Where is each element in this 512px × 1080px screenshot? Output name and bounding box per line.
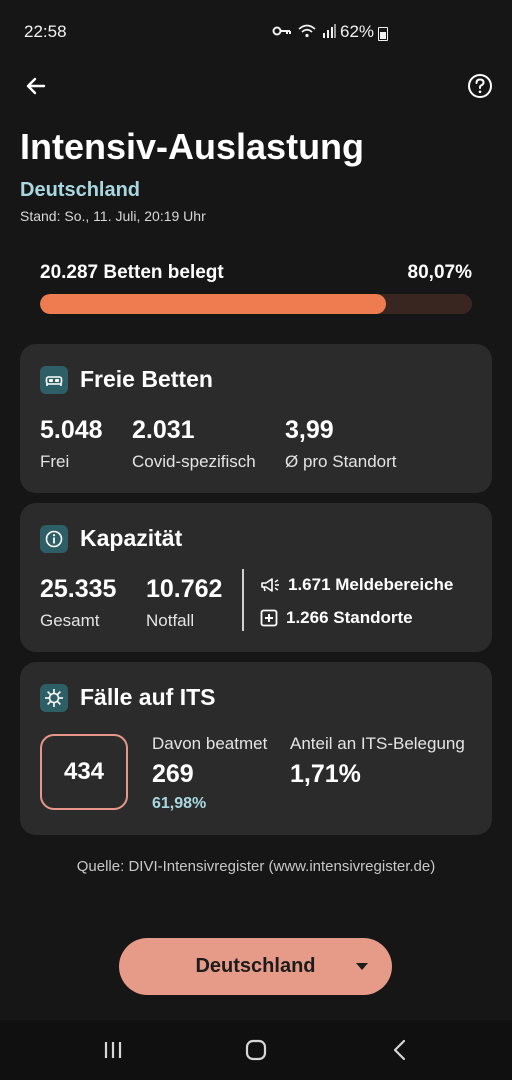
locations-row: 1.266 Standorte <box>260 608 413 628</box>
megaphone-icon <box>261 578 279 592</box>
ventilated-percent: 61,98% <box>152 795 207 812</box>
covid-specific-label: Covid-spezifisch <box>132 452 256 471</box>
capacity-card: Kapazität 25.335 Gesamt 10.762 Notfall 1… <box>20 503 492 652</box>
reporting-areas-row: 1.671 Meldebereiche <box>260 575 453 595</box>
page-title: Intensiv-Auslastung <box>20 126 365 167</box>
its-share-label: Anteil an ITS-Belegung <box>290 734 465 753</box>
reporting-areas-text: 1.671 Meldebereiche <box>288 575 454 594</box>
locations-text: 1.266 Standorte <box>286 608 413 627</box>
status-time: 22:58 <box>24 22 67 41</box>
home-icon <box>245 1039 267 1061</box>
hospital-plus-icon <box>260 609 278 627</box>
bed-icon <box>40 366 68 394</box>
total-capacity-value: 25.335 <box>40 575 117 603</box>
data-timestamp: Stand: So., 11. Juli, 20:19 Uhr <box>20 208 206 224</box>
emergency-capacity-value: 10.762 <box>146 575 223 603</box>
system-nav-bar <box>0 1020 512 1080</box>
help-circle-icon <box>468 74 492 98</box>
occupancy-bar-fill <box>40 294 386 314</box>
occupied-beds-label: 20.287 Betten belegt <box>40 262 224 283</box>
recent-apps-button[interactable] <box>93 1034 133 1066</box>
battery-icon <box>378 27 388 41</box>
occupancy-bar <box>40 294 472 314</box>
status-icons <box>272 24 336 38</box>
capacity-title: Kapazität <box>80 525 183 551</box>
occupancy-percent: 80,07% <box>407 262 472 283</box>
country-selector-label: Deutschland <box>195 955 316 977</box>
signal-icon <box>323 24 336 38</box>
data-source: Quelle: DIVI-Intensivregister (www.inten… <box>76 858 436 875</box>
total-capacity-label: Gesamt <box>40 611 100 630</box>
avg-per-site-value: 3,99 <box>285 416 334 444</box>
dropdown-caret-icon <box>356 963 368 970</box>
emergency-capacity-label: Notfall <box>146 611 195 630</box>
recent-apps-icon <box>104 1042 122 1058</box>
help-button[interactable] <box>464 70 496 102</box>
battery-percent: 62% <box>340 22 375 41</box>
region-name: Deutschland <box>20 179 141 201</box>
covid-specific-value: 2.031 <box>132 416 195 444</box>
its-cases-title: Fälle auf ITS <box>80 684 216 710</box>
back-button[interactable] <box>20 70 52 102</box>
its-cases-card: Fälle auf ITS 434 Davon beatmet 269 61,9… <box>20 662 492 835</box>
free-label: Frei <box>40 452 70 471</box>
capacity-divider <box>242 569 244 631</box>
its-cases-total: 434 <box>40 734 128 810</box>
key-icon <box>272 26 291 36</box>
free-beds-title: Freie Betten <box>80 366 213 392</box>
home-button[interactable] <box>236 1034 276 1066</box>
ventilated-label: Davon beatmet <box>152 734 268 753</box>
nav-back-icon <box>393 1039 406 1061</box>
nav-back-button[interactable] <box>380 1034 420 1066</box>
info-icon <box>40 525 68 553</box>
avg-per-site-label: Ø pro Standort <box>285 452 397 471</box>
arrow-left-icon <box>26 77 46 95</box>
ventilated-value: 269 <box>152 760 194 788</box>
country-selector-button[interactable]: Deutschland <box>119 938 392 995</box>
its-share-value: 1,71% <box>290 760 361 788</box>
free-beds-card: Freie Betten 5.048 Frei 2.031 Covid-spez… <box>20 344 492 493</box>
virus-icon <box>40 684 68 712</box>
wifi-icon <box>298 24 316 38</box>
free-value: 5.048 <box>40 416 103 444</box>
